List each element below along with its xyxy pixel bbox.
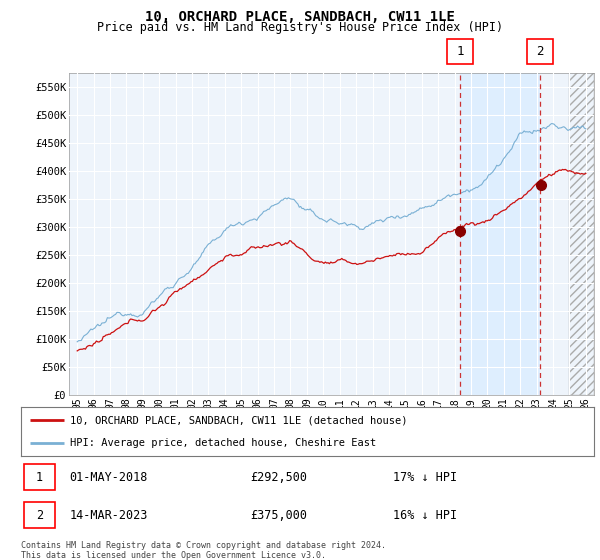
Text: 10, ORCHARD PLACE, SANDBACH, CW11 1LE: 10, ORCHARD PLACE, SANDBACH, CW11 1LE bbox=[145, 10, 455, 24]
Bar bbox=[460, 73, 540, 395]
Text: 16% ↓ HPI: 16% ↓ HPI bbox=[394, 509, 458, 522]
Text: Price paid vs. HM Land Registry's House Price Index (HPI): Price paid vs. HM Land Registry's House … bbox=[97, 21, 503, 34]
Text: 2: 2 bbox=[36, 509, 43, 522]
Text: £292,500: £292,500 bbox=[250, 471, 307, 484]
Text: 17% ↓ HPI: 17% ↓ HPI bbox=[394, 471, 458, 484]
Text: 1: 1 bbox=[36, 471, 43, 484]
Bar bbox=[569, 73, 594, 395]
Text: £375,000: £375,000 bbox=[250, 509, 307, 522]
FancyBboxPatch shape bbox=[24, 464, 55, 491]
Text: 2: 2 bbox=[536, 45, 544, 58]
Text: 1: 1 bbox=[456, 45, 464, 58]
Text: HPI: Average price, detached house, Cheshire East: HPI: Average price, detached house, Ches… bbox=[70, 438, 376, 448]
Text: 10, ORCHARD PLACE, SANDBACH, CW11 1LE (detached house): 10, ORCHARD PLACE, SANDBACH, CW11 1LE (d… bbox=[70, 416, 407, 426]
Text: 14-MAR-2023: 14-MAR-2023 bbox=[70, 509, 148, 522]
Text: 01-MAY-2018: 01-MAY-2018 bbox=[70, 471, 148, 484]
Text: Contains HM Land Registry data © Crown copyright and database right 2024.
This d: Contains HM Land Registry data © Crown c… bbox=[21, 540, 386, 560]
FancyBboxPatch shape bbox=[24, 502, 55, 528]
